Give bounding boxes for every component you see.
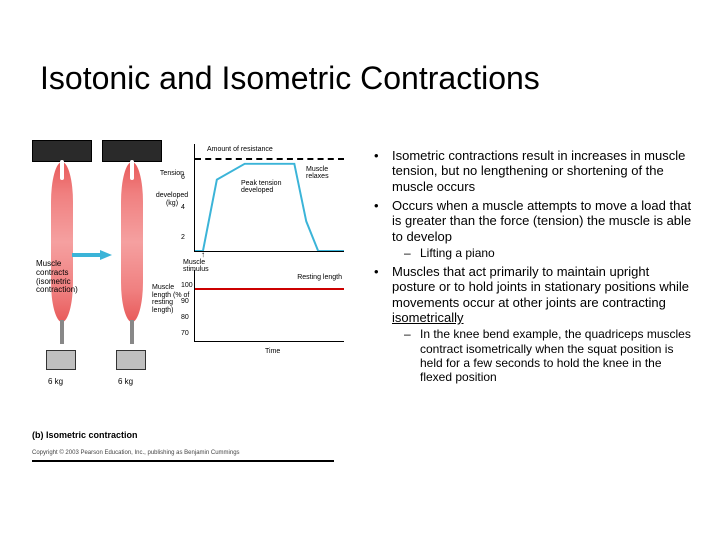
peak-tension-label: Peak tension developed <box>241 180 291 194</box>
bullet-item: Muscles that act primarily to maintain u… <box>364 264 696 384</box>
copyright-text: Copyright © 2003 Pearson Education, Inc.… <box>32 450 240 456</box>
bullet-text: Muscles that act primarily to maintain u… <box>392 264 689 310</box>
y-axis-label-2: Muscle length (% of resting length) <box>152 284 192 315</box>
chart-axes-bottom: Resting length 100 90 80 70 Time <box>194 270 344 342</box>
muscle-relax-label: Muscle relaxes <box>306 166 346 180</box>
bullet-item: Occurs when a muscle attempts to move a … <box>364 198 696 260</box>
bullet-list: Isometric contractions result in increas… <box>364 148 696 388</box>
tension-chart: Amount of resistance Peak tension develo… <box>172 140 352 410</box>
stimulus-arrow-icon: ↑ <box>201 250 205 259</box>
muscle-caption: Muscle contracts (isometric contraction) <box>36 260 96 295</box>
resting-length-line <box>195 288 344 290</box>
weight-block <box>116 350 146 370</box>
y-tick: 2 <box>181 234 185 241</box>
sub-bullet-text: In the knee bend example, the quadriceps… <box>420 327 691 383</box>
figure-panel: Muscle contracts (isometric contraction)… <box>32 140 352 470</box>
muscle-shape-right <box>121 162 143 322</box>
weight-label: 6 kg <box>118 377 133 386</box>
y-tick: 70 <box>181 330 189 337</box>
y-axis-label: developed (kg) <box>152 192 192 207</box>
slide-title: Isotonic and Isometric Contractions <box>40 60 540 97</box>
weight-block <box>46 350 76 370</box>
bullet-text: Occurs when a muscle attempts to move a … <box>392 198 691 244</box>
divider <box>32 460 334 462</box>
mount-block <box>102 140 162 162</box>
mount-block <box>32 140 92 162</box>
tension-curve <box>195 144 344 251</box>
resting-length-label: Resting length <box>297 274 342 281</box>
bullet-item: Isometric contractions result in increas… <box>364 148 696 194</box>
muscle-diagram: Muscle contracts (isometric contraction)… <box>32 140 162 410</box>
arrow-icon <box>72 250 112 260</box>
underlined-word: isometrically <box>392 310 464 325</box>
sub-bullet-item: In the knee bend example, the quadriceps… <box>392 327 696 384</box>
weight-label: 6 kg <box>48 377 63 386</box>
y-axis-label: Tension <box>152 170 192 178</box>
bullet-text: Isometric contractions result in increas… <box>392 148 685 194</box>
sub-bullet-text: Lifting a piano <box>420 246 495 260</box>
muscle-shape-left <box>51 162 73 322</box>
figure-caption: (b) Isometric contraction <box>32 430 138 440</box>
y-tick: 80 <box>181 314 189 321</box>
sub-bullet-item: Lifting a piano <box>392 246 696 260</box>
x-axis-label: Time <box>265 348 280 355</box>
chart-axes-top: Amount of resistance Peak tension develo… <box>194 144 344 252</box>
